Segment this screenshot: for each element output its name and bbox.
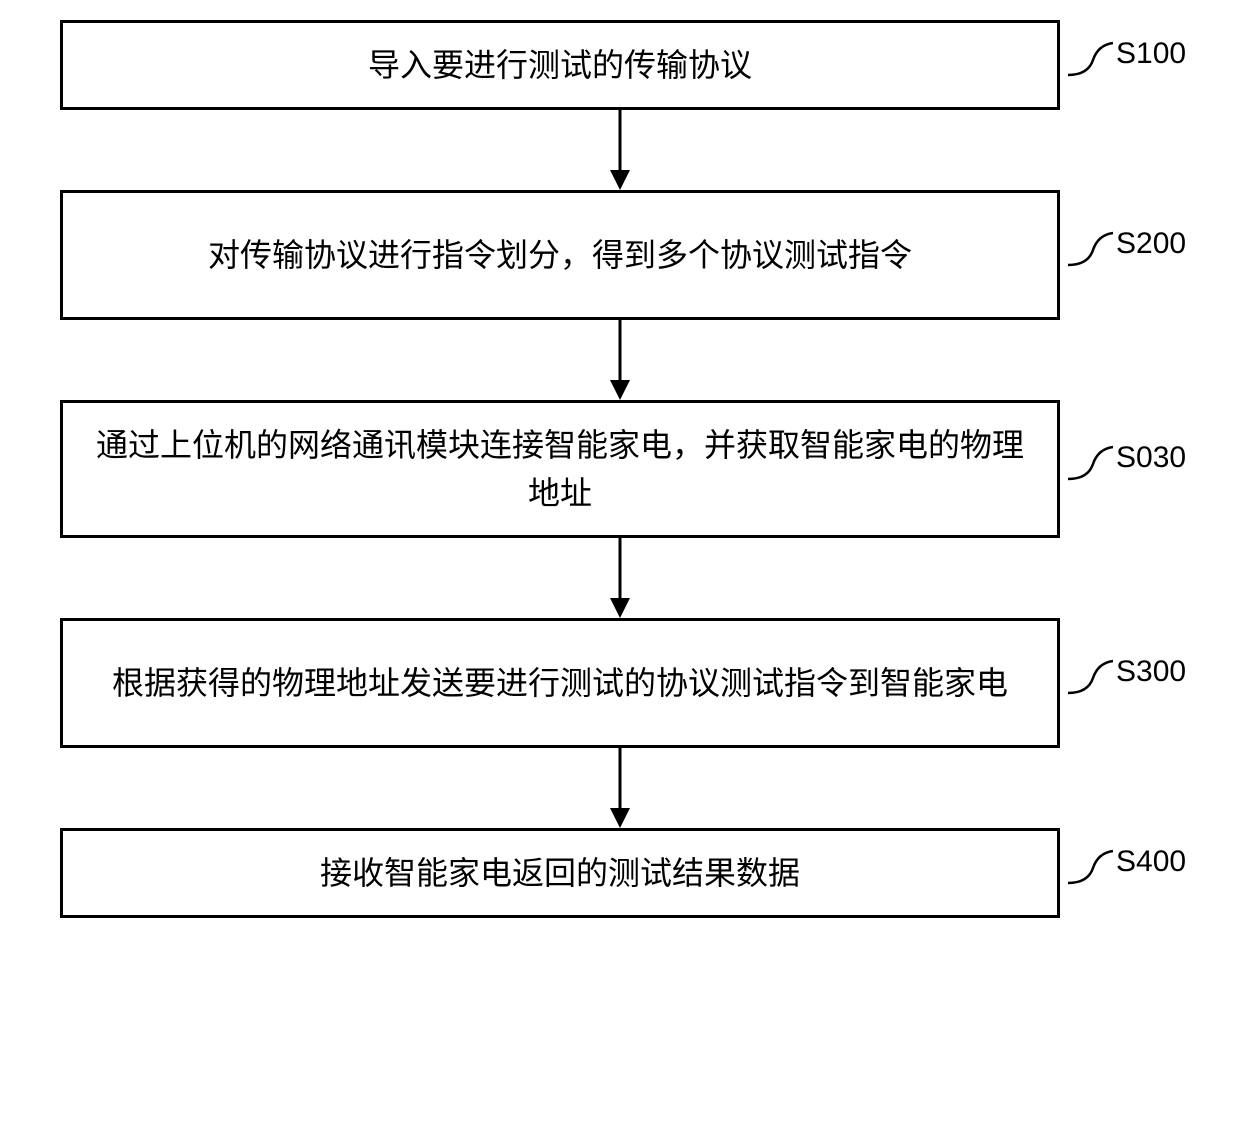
label-wrap: S400 <box>1068 843 1208 903</box>
label-wrap: S100 <box>1068 35 1208 95</box>
arrow-down-icon <box>600 320 640 400</box>
label-curve-icon <box>1068 35 1118 95</box>
label-wrap: S030 <box>1068 439 1208 499</box>
step-label: S300 <box>1116 655 1186 689</box>
label-wrap: S200 <box>1068 225 1208 285</box>
step-box-s300: 根据获得的物理地址发送要进行测试的协议测试指令到智能家电 <box>60 618 1060 748</box>
arrow-connector <box>80 748 1160 828</box>
step-row: 对传输协议进行指令划分，得到多个协议测试指令 S200 <box>20 190 1220 320</box>
label-curve-icon <box>1068 439 1118 499</box>
step-row: 导入要进行测试的传输协议 S100 <box>20 20 1220 110</box>
label-wrap: S300 <box>1068 653 1208 713</box>
arrow-down-icon <box>600 110 640 190</box>
step-row: 接收智能家电返回的测试结果数据 S400 <box>20 828 1220 918</box>
label-curve-icon <box>1068 653 1118 713</box>
step-text: 导入要进行测试的传输协议 <box>368 41 752 89</box>
step-box-s030: 通过上位机的网络通讯模块连接智能家电，并获取智能家电的物理地址 <box>60 400 1060 538</box>
arrow-down-icon <box>600 748 640 828</box>
step-box-s200: 对传输协议进行指令划分，得到多个协议测试指令 <box>60 190 1060 320</box>
step-text: 接收智能家电返回的测试结果数据 <box>320 849 800 897</box>
step-text: 对传输协议进行指令划分，得到多个协议测试指令 <box>208 231 912 279</box>
arrow-connector <box>80 538 1160 618</box>
arrow-connector <box>80 320 1160 400</box>
label-curve-icon <box>1068 843 1118 903</box>
arrow-connector <box>80 110 1160 190</box>
step-label: S030 <box>1116 441 1186 475</box>
step-box-s100: 导入要进行测试的传输协议 <box>60 20 1060 110</box>
step-row: 通过上位机的网络通讯模块连接智能家电，并获取智能家电的物理地址 S030 <box>20 400 1220 538</box>
step-label: S200 <box>1116 227 1186 261</box>
step-row: 根据获得的物理地址发送要进行测试的协议测试指令到智能家电 S300 <box>20 618 1220 748</box>
step-label: S400 <box>1116 845 1186 879</box>
arrow-down-icon <box>600 538 640 618</box>
step-text: 根据获得的物理地址发送要进行测试的协议测试指令到智能家电 <box>112 659 1008 707</box>
step-label: S100 <box>1116 37 1186 71</box>
label-curve-icon <box>1068 225 1118 285</box>
flowchart-container: 导入要进行测试的传输协议 S100 对传输协议进行指令划分，得到多个协议测试指令… <box>20 20 1220 918</box>
step-text: 通过上位机的网络通讯模块连接智能家电，并获取智能家电的物理地址 <box>93 421 1027 517</box>
step-box-s400: 接收智能家电返回的测试结果数据 <box>60 828 1060 918</box>
